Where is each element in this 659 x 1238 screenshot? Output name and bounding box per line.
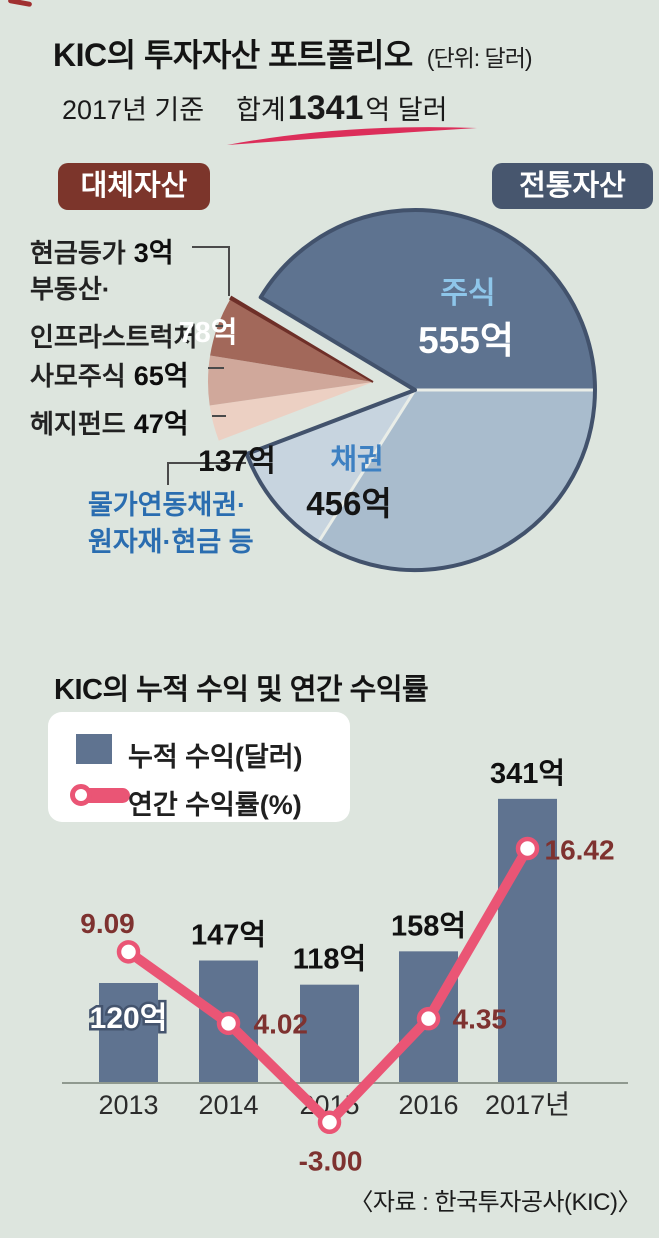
- pie-value-linked-bonds: 137억: [198, 445, 276, 478]
- total-unit: 억 달러: [365, 95, 448, 125]
- x-tick-2017년: 2017년: [485, 1090, 570, 1120]
- total-value: 1341: [287, 89, 364, 127]
- badge-traditional-assets: 전통자산: [492, 163, 653, 209]
- line-point-2015: [317, 1110, 342, 1135]
- page-title: KIC의 투자자산 포트폴리오 (단위: 달러): [53, 30, 533, 76]
- pie-divider: [317, 389, 417, 543]
- callout-private-equity: 사모주식 65억: [30, 354, 189, 393]
- pie-slice-2: [246, 390, 415, 542]
- x-tick-2014: 2014: [198, 1090, 258, 1120]
- callout-realestate-infra: 부동산· 인프라스트럭처: [30, 269, 197, 354]
- x-tick-2013: 2013: [98, 1090, 158, 1120]
- x-tick-2016: 2016: [398, 1090, 458, 1120]
- line-value-2015: -3.00: [299, 1145, 363, 1176]
- bar-2013: [99, 983, 158, 1083]
- line-value-2016: 4.35: [453, 1004, 508, 1035]
- line-dot-icon: [70, 784, 92, 806]
- returns-title: KIC의 누적 수익 및 연간 수익률: [54, 674, 429, 706]
- line-value-2017년: 16.42: [545, 834, 615, 865]
- bar-value-2017년: 341억: [490, 757, 565, 790]
- callout-hedge-fund: 헤지펀드 47억: [30, 402, 189, 441]
- callout-label: 사모주식: [30, 361, 126, 391]
- linked-label-line1: 물가연동채권·: [88, 490, 247, 520]
- callout-amount: 65억: [133, 361, 189, 391]
- connector-linked-bonds: [167, 462, 246, 485]
- pie-value-bonds: 456억: [306, 485, 392, 522]
- basis-year: 2017년 기준: [62, 95, 205, 125]
- pie-slice-4: [207, 355, 373, 406]
- source-note: 〈자료 : 한국투자공사(KIC)〉: [349, 1189, 641, 1216]
- pie-slice-3: [209, 382, 373, 441]
- unit-note: (단위: 달러): [426, 45, 533, 71]
- portfolio-title: KIC의 투자자산 포트폴리오: [53, 37, 413, 73]
- line-point-2016: [416, 1006, 441, 1031]
- badge-alternative-assets: 대체자산: [58, 163, 210, 210]
- legend-line-label: 연간 수익률(%): [128, 790, 302, 820]
- bar-value-2015: 118억: [293, 943, 366, 976]
- linked-label-line2: 원자재·현금 등: [88, 527, 254, 557]
- portfolio-pie-chart: [167, 208, 597, 572]
- callout-cash-equivalents: 현금등가 3억: [30, 231, 174, 270]
- connector-cash: [192, 246, 230, 296]
- red-swoosh-underline: [227, 127, 477, 145]
- legend-bar-label: 누적 수익(달러): [128, 742, 303, 772]
- callout-amount: 47억: [133, 409, 189, 439]
- legend-line-icon: [70, 784, 132, 806]
- total-label: 합계: [236, 95, 286, 125]
- pie-label-bonds: 채권: [330, 444, 384, 476]
- bar-value-2016: 158억: [391, 909, 466, 942]
- pie-value-realestate: 78억: [178, 317, 238, 349]
- pie-slice-0: [260, 209, 595, 390]
- line-value-2013: 9.09: [80, 908, 135, 939]
- pie-slice-5: [210, 299, 373, 382]
- legend-bar-swatch: [76, 734, 112, 764]
- callout-label-line2: 인프라스트럭처: [30, 322, 198, 352]
- line-value-2014: 4.02: [254, 1008, 309, 1039]
- line-point-2014: [216, 1011, 241, 1036]
- bar-value-2014: 147억: [191, 919, 266, 952]
- line-point-2017년: [515, 836, 540, 861]
- callout-amount: 3억: [133, 238, 174, 268]
- pie-outline: [244, 208, 597, 572]
- bar-2015: [300, 984, 359, 1083]
- pie-slice-6: [229, 295, 374, 383]
- pie-label-stocks: 주식: [440, 277, 496, 310]
- callout-linked-bonds: 물가연동채권· 원자재·현금 등: [88, 487, 254, 561]
- callout-label: 현금등가: [30, 238, 126, 268]
- bar-value-2013: 120억: [90, 1002, 168, 1035]
- legend-box: [48, 712, 350, 822]
- portfolio-subtitle: 2017년 기준 합계 1341 억 달러: [62, 88, 447, 128]
- pie-value-stocks: 555억: [418, 320, 514, 361]
- callout-label: 헤지펀드: [30, 409, 126, 439]
- line-point-2013: [116, 940, 141, 964]
- corner-red-mark: [7, 0, 33, 8]
- callout-label-line1: 부동산·: [30, 274, 111, 304]
